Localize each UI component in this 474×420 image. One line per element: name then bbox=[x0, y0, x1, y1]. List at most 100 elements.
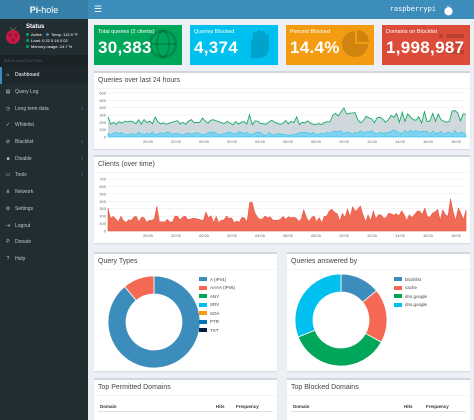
sidebar-item-tools[interactable]: ▭ Tools ‹ bbox=[0, 167, 88, 184]
legend-label: PTR bbox=[210, 319, 219, 325]
panel-title: Top Blocked Domains bbox=[291, 384, 359, 391]
pihole-logo[interactable]: Pi-hole bbox=[0, 0, 88, 19]
sidebar-item-donate[interactable]: P Donate bbox=[0, 234, 88, 251]
folder-icon: ▭ bbox=[5, 172, 11, 179]
y-tick-label: 700 bbox=[99, 177, 106, 182]
raspberry-pi-icon[interactable] bbox=[443, 3, 454, 16]
chevron-left-icon: ‹ bbox=[81, 155, 83, 162]
legend-swatch bbox=[199, 302, 207, 307]
sidebar-item-help[interactable]: ? Help bbox=[0, 251, 88, 268]
list-icon bbox=[439, 34, 464, 54]
stat-percent-blocked: Percent Blocked 14.4% bbox=[286, 25, 374, 65]
legend-label: TXT bbox=[210, 327, 219, 333]
legend-label: SRV bbox=[210, 302, 220, 308]
stat-label: Percent Blocked bbox=[290, 29, 331, 35]
legend-label: dns.google bbox=[405, 293, 428, 299]
legend-label: A (IPv4) bbox=[210, 276, 227, 282]
legend-swatch bbox=[199, 311, 207, 316]
sidebar-item-label: Whitelist bbox=[15, 122, 34, 129]
network-icon: ⋔ bbox=[5, 189, 11, 196]
top-navbar: ☰ raspberrypi bbox=[88, 0, 474, 19]
col-hits-header[interactable]: Hits bbox=[216, 404, 225, 409]
legend-item[interactable]: AAAA (IPv6) bbox=[199, 284, 235, 293]
x-tick-label: 00:00 bbox=[199, 139, 210, 144]
sidebar-item-network[interactable]: ⋔ Network bbox=[0, 184, 88, 201]
y-tick-label: 200 bbox=[99, 214, 106, 219]
legend-item[interactable]: cache bbox=[394, 284, 427, 293]
sidebar-item-dashboard[interactable]: ⌂ Dashboard bbox=[0, 67, 88, 84]
donut-slice[interactable] bbox=[297, 329, 382, 367]
queries-area-chart[interactable]: 0 100 200 300 400 500 600 20:00 22:00 00:00 02:00 0… bbox=[94, 73, 470, 151]
sidebar-item-disable[interactable]: ■ Disable ‹ bbox=[0, 150, 88, 167]
clients-area-chart[interactable]: 0 100 200 300 400 500 600 700 20:00 22:00 00:00 02:… bbox=[94, 157, 470, 245]
globe-icon bbox=[148, 29, 178, 59]
status-load-line: Load: 0.22 0.16 0.02 bbox=[26, 38, 68, 43]
clients-chart-panel: Clients (over time) 0 100 200 300 400 500 600 7… bbox=[94, 155, 470, 243]
legend-item[interactable]: blocklist bbox=[394, 275, 427, 284]
home-icon: ⌂ bbox=[6, 72, 10, 79]
sidebar-item-label: Dashboard bbox=[15, 72, 40, 79]
x-tick-label: 18:00 bbox=[451, 139, 462, 144]
legend-swatch bbox=[199, 294, 207, 299]
legend-item[interactable]: TXT bbox=[199, 326, 235, 335]
legend-item[interactable]: SRV bbox=[199, 301, 235, 310]
legend-item[interactable]: dns.google bbox=[394, 292, 427, 301]
query-types-donut[interactable] bbox=[94, 254, 277, 373]
x-tick-label: 16:00 bbox=[423, 139, 434, 144]
y-tick-label: 100 bbox=[99, 221, 106, 226]
y-tick-label: 500 bbox=[99, 191, 106, 196]
pie-icon bbox=[342, 30, 369, 57]
sidebar-item-label: Network bbox=[15, 189, 34, 196]
legend-label: AAAA (IPv6) bbox=[210, 285, 236, 291]
x-tick-label: 18:00 bbox=[451, 233, 462, 238]
hostname[interactable]: raspberrypi bbox=[389, 5, 436, 13]
stat-label: Queries Blocked bbox=[194, 29, 235, 35]
y-tick-label: 0 bbox=[104, 229, 107, 234]
stat-value: 30,383 bbox=[98, 38, 152, 57]
legend-swatch bbox=[394, 294, 402, 299]
panel-divider bbox=[287, 395, 470, 396]
col-hits-header[interactable]: Hits bbox=[404, 404, 413, 409]
sidebar-item-long-term-data[interactable]: ◷ Long term data ‹ bbox=[0, 100, 88, 117]
legend-item[interactable]: dns.google bbox=[394, 301, 427, 310]
sidebar-item-whitelist[interactable]: ✓ Whitelist bbox=[0, 117, 88, 134]
sidebar-item-logout[interactable]: ⇥ Logout bbox=[0, 217, 88, 234]
sidebar-item-label: Disable bbox=[15, 155, 32, 162]
x-tick-label: 22:00 bbox=[171, 139, 182, 144]
donut-slice[interactable] bbox=[294, 273, 342, 338]
status-memory: Memory usage: 24.7 % bbox=[31, 44, 73, 49]
panel-divider bbox=[94, 172, 470, 173]
x-tick-label: 02:00 bbox=[227, 139, 238, 144]
legend-item[interactable]: PTR bbox=[199, 318, 235, 327]
x-tick-label: 10:00 bbox=[339, 233, 350, 238]
clock-icon: ◷ bbox=[5, 105, 11, 112]
sidebar-item-settings[interactable]: ⚙ Settings bbox=[0, 201, 88, 218]
donut-slice[interactable] bbox=[107, 275, 201, 369]
x-tick-label: 16:00 bbox=[423, 233, 434, 238]
queries-answered-donut[interactable] bbox=[287, 254, 470, 373]
donut-slice[interactable] bbox=[124, 275, 155, 301]
y-tick-label: 400 bbox=[99, 199, 106, 204]
x-tick-label: 04:00 bbox=[255, 139, 266, 144]
col-domain-header[interactable]: Domain bbox=[293, 404, 310, 409]
legend-item[interactable]: A (IPv4) bbox=[199, 275, 235, 284]
y-tick-label: 300 bbox=[99, 113, 106, 118]
sidebar-item-blacklist[interactable]: ⊘ Blacklist ‹ bbox=[0, 134, 88, 151]
sidebar-item-label: Logout bbox=[15, 222, 31, 229]
menu-toggle-icon[interactable]: ☰ bbox=[94, 4, 103, 14]
legend-item[interactable]: ANY bbox=[199, 292, 235, 301]
legend-swatch bbox=[199, 285, 207, 290]
top-blocked-panel: Top Blocked Domains Domain Hits Frequenc… bbox=[287, 378, 470, 420]
legend-item[interactable]: SOA bbox=[199, 309, 235, 318]
x-tick-label: 02:00 bbox=[227, 233, 238, 238]
col-domain-header[interactable]: Domain bbox=[100, 404, 117, 409]
status-memory-line: Memory usage: 24.7 % bbox=[26, 44, 72, 49]
x-tick-label: 08:00 bbox=[311, 233, 322, 238]
col-frequency-header[interactable]: Frequency bbox=[236, 404, 259, 409]
chevron-left-icon: ‹ bbox=[81, 172, 83, 179]
col-frequency-header[interactable]: Frequency bbox=[426, 404, 449, 409]
load-dot-icon bbox=[26, 39, 29, 43]
sidebar-item-query-log[interactable]: ▤ Query Log bbox=[0, 84, 88, 101]
stat-domains-blocklist: Domains on Blocklist 1,998,987 bbox=[382, 25, 470, 65]
